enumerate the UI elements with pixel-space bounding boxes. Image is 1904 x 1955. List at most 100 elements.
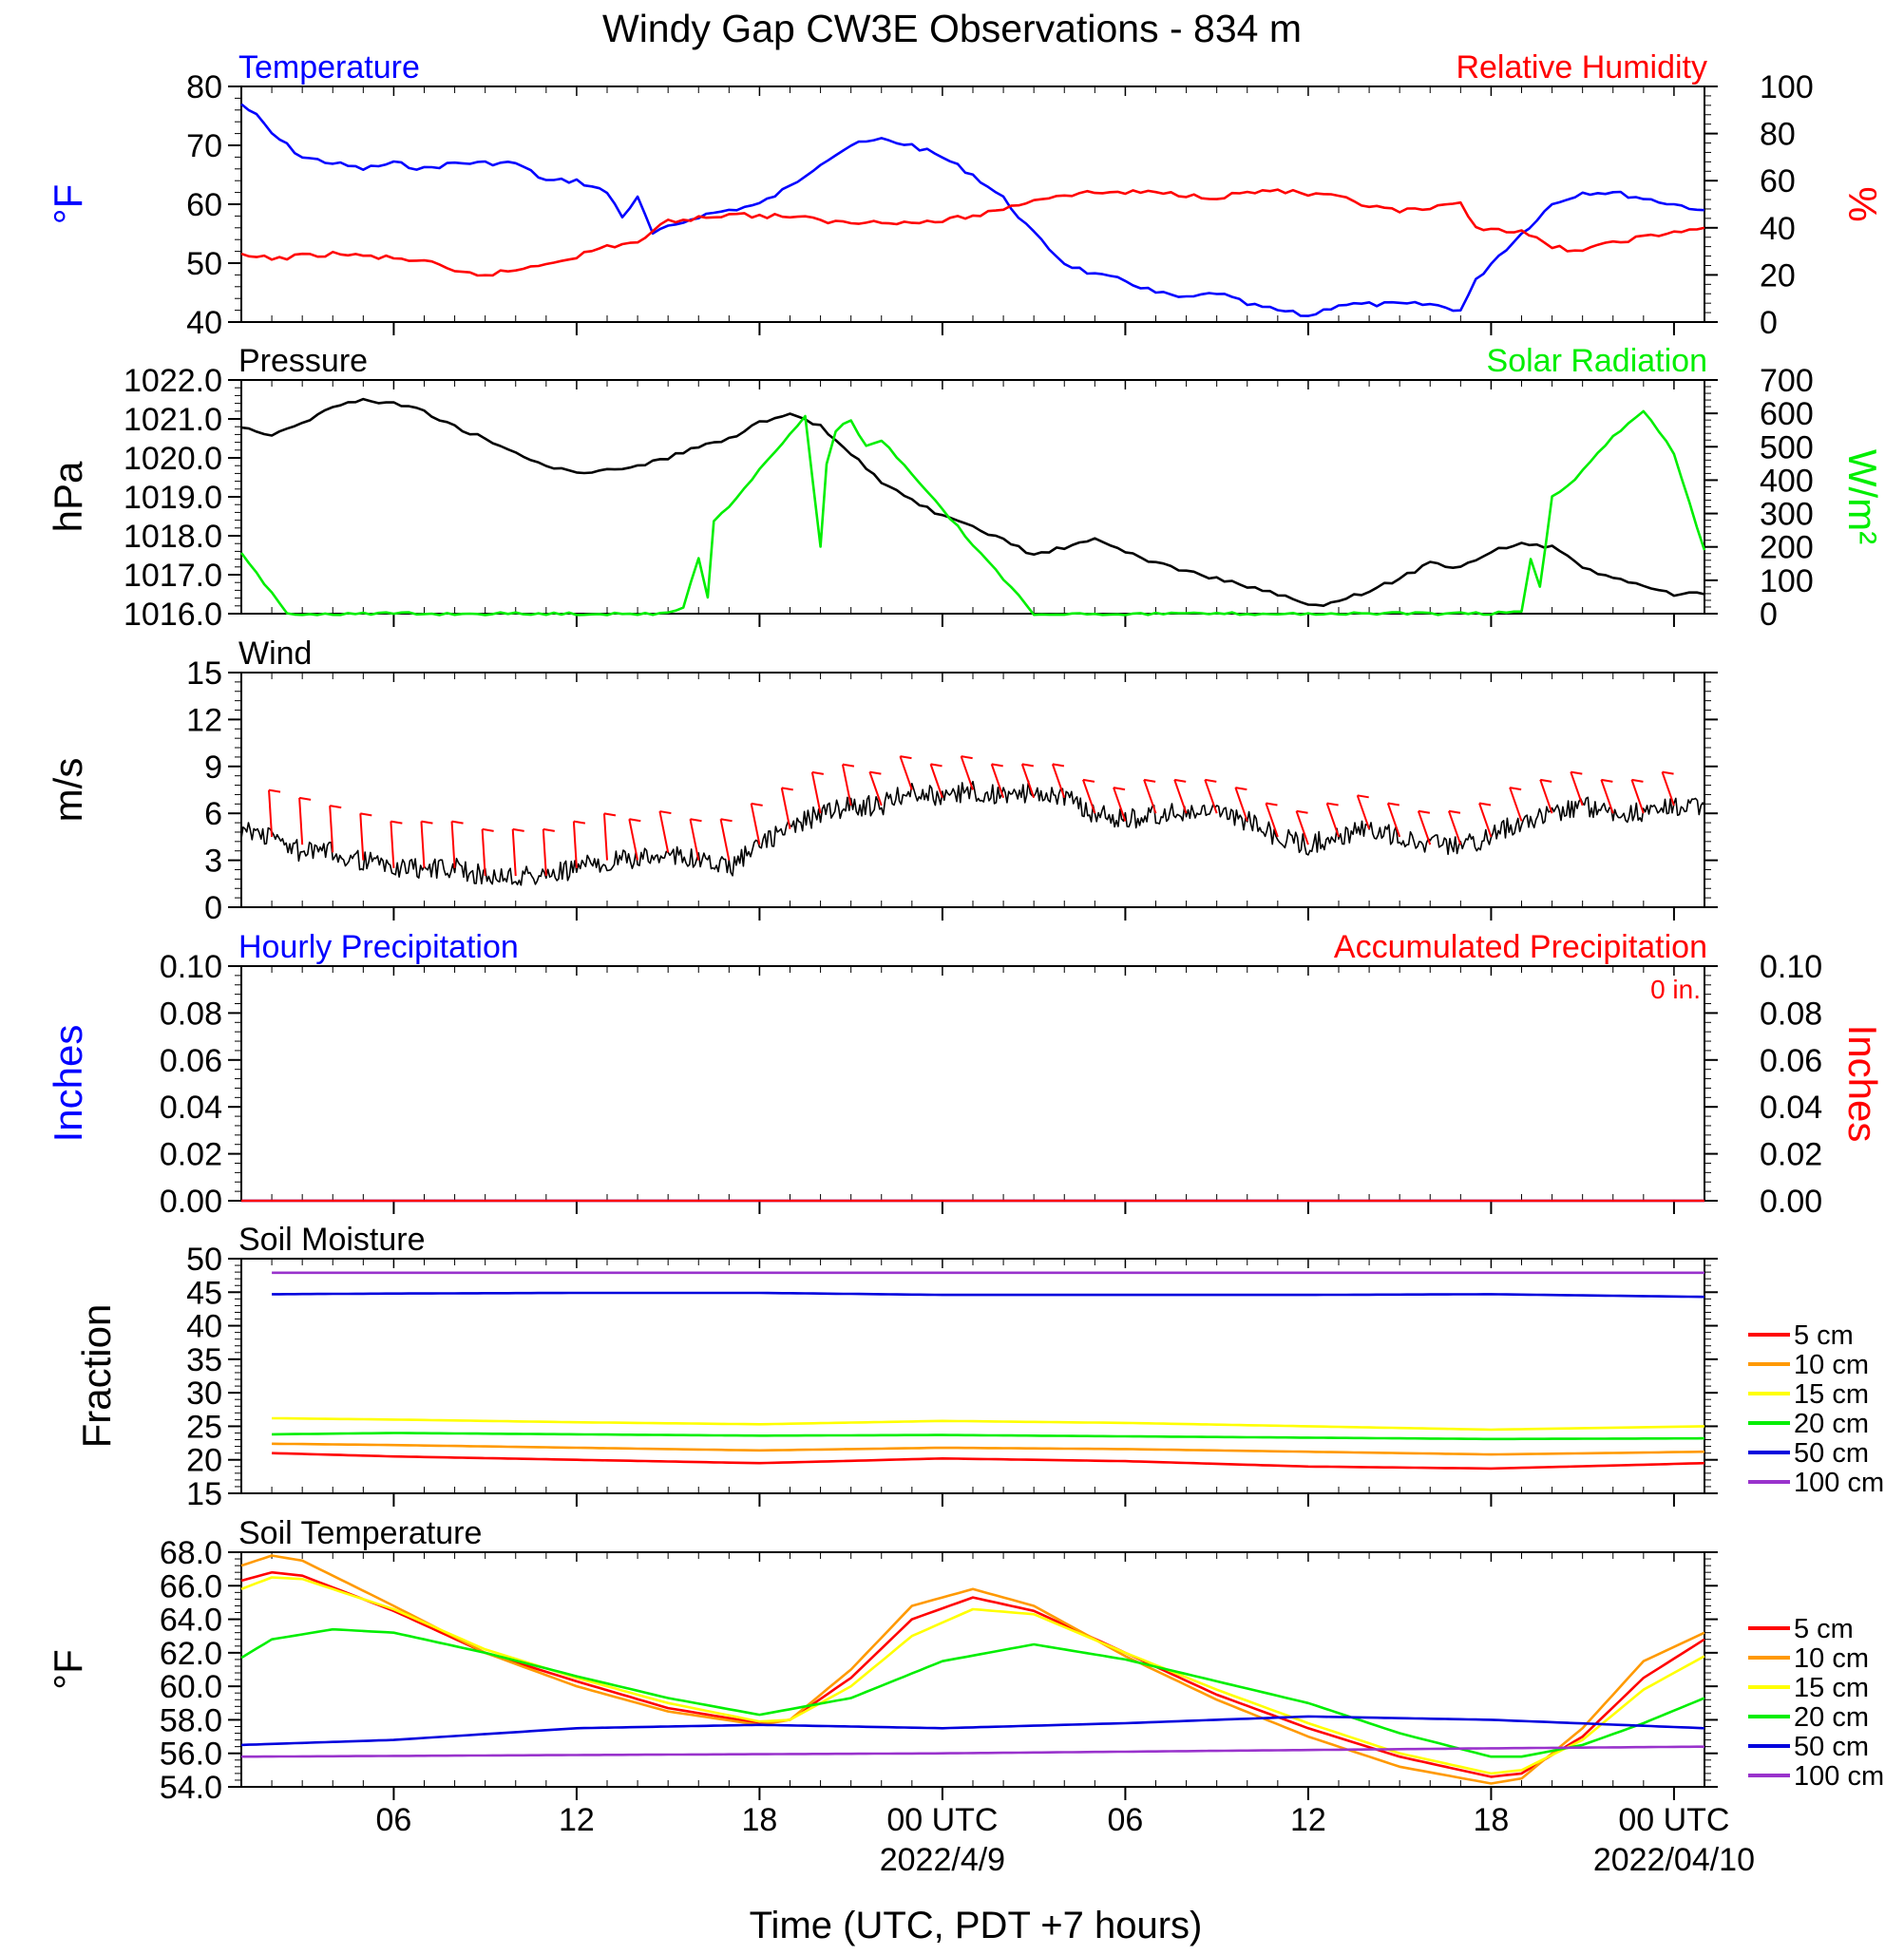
wind-barb — [810, 770, 824, 814]
wind-barb — [1417, 809, 1432, 845]
y-left-tick-label: 68.0 — [160, 1535, 222, 1571]
y-right-tick-label: 40 — [1760, 211, 1796, 247]
wind-barb-staff — [841, 764, 852, 807]
y-label-left: hPa — [46, 461, 90, 532]
panel-frame — [240, 965, 1705, 1202]
wind-barb — [1082, 778, 1096, 814]
panel-title-right: Solar Radiation — [1487, 343, 1707, 379]
wind-barb-staff — [719, 819, 731, 861]
wind-barb — [1478, 802, 1493, 838]
wind-barb-flag — [811, 770, 824, 775]
panel-soil_temp: 54.056.058.060.062.064.066.068.0 Soil Tem… — [46, 1515, 1884, 1806]
wind-barb-flag — [1571, 770, 1583, 775]
wind-barb — [1020, 763, 1036, 799]
x-tick-label: 18 — [1474, 1802, 1510, 1838]
wind-barb-flag — [330, 805, 342, 809]
wind-barb-staff — [960, 755, 974, 790]
y-right-tick-label: 0.10 — [1760, 949, 1822, 985]
wind-barb-flag — [991, 763, 1003, 768]
wind-barb — [390, 820, 403, 868]
y-label-right: W/m² — [1840, 449, 1885, 544]
wind-barb-flag — [1509, 787, 1522, 791]
y-left-tick-label: 56.0 — [160, 1737, 222, 1773]
y-right-tick-label: 500 — [1760, 429, 1814, 465]
series-line-20-cm — [240, 1627, 1705, 1758]
y-label-left: °F — [46, 1649, 90, 1689]
panel-title-left: Soil Temperature — [238, 1515, 482, 1551]
wind-barb — [1143, 778, 1157, 814]
panel-annotation: 0 in. — [1650, 975, 1701, 1004]
wind-barb-flag — [1631, 778, 1644, 783]
wind-barb-flag — [573, 820, 586, 825]
wind-barb-staff — [420, 821, 426, 868]
wind-barb-flag — [1662, 770, 1674, 775]
wind-barb-staff — [481, 828, 486, 877]
y-right-tick-label: 0.06 — [1760, 1043, 1822, 1079]
y-right-tick-label: 0.04 — [1760, 1090, 1822, 1126]
wind-barb-staff — [1417, 810, 1432, 845]
panel-title-right: Accumulated Precipitation — [1334, 929, 1707, 965]
wind-barb-flag — [690, 818, 702, 823]
series-line-10-cm — [272, 1442, 1705, 1456]
panel-precip: 0.00 0.02 0.04 0.06 0.08 0.10 0.00 0.02 0.04 0.06… — [46, 929, 1885, 1220]
series-line-50-cm — [272, 1291, 1705, 1299]
wind-barb — [420, 820, 433, 868]
y-left-tick-label: 1022.0 — [124, 363, 222, 399]
wind-barb-flag — [781, 787, 793, 791]
y-left-tick-label: 1021.0 — [124, 402, 222, 438]
y-left-tick-label: 30 — [186, 1376, 222, 1412]
y-right-tick-label: 0 — [1760, 597, 1778, 633]
wind-barb-staff — [1082, 779, 1096, 814]
wind-barb-flag — [390, 820, 403, 825]
wind-barb-staff — [1295, 810, 1309, 845]
y-left-tick-label: 62.0 — [160, 1636, 222, 1672]
wind-barb-flag — [603, 812, 617, 817]
wind-barb-flag — [842, 763, 855, 768]
legend-label: 15 cm — [1794, 1673, 1869, 1703]
series-line-relative-humidity — [240, 188, 1705, 277]
legend-label: 5 cm — [1794, 1614, 1854, 1644]
wind-barb — [780, 787, 793, 829]
panel-temp_rh: 40 50 60 70 80 0 20 40 60 80 100 Temperature Relativ… — [46, 49, 1885, 341]
wind-barb — [1386, 802, 1401, 838]
x-tick-date: 2022/04/10 — [1593, 1842, 1755, 1878]
y-left-tick-label: 12 — [186, 702, 222, 738]
y-right-tick-label: 300 — [1760, 497, 1814, 533]
wind-barb-staff — [1173, 779, 1188, 814]
wind-barb — [572, 820, 586, 868]
wind-barb-flag — [629, 818, 641, 823]
y-right-tick-label: 80 — [1760, 117, 1796, 153]
x-tick-label: 12 — [559, 1802, 595, 1838]
wind-barb — [329, 805, 342, 853]
legend-label: 15 cm — [1794, 1379, 1869, 1410]
panel-title-right: Relative Humidity — [1456, 49, 1707, 85]
wind-barb-flag — [1143, 778, 1156, 783]
y-right-tick-label: 0.00 — [1760, 1184, 1822, 1220]
y-left-tick-label: 1020.0 — [124, 441, 222, 477]
legend-label: 5 cm — [1794, 1320, 1854, 1351]
y-right-tick-label: 60 — [1760, 163, 1796, 199]
series-line-solar-radiation — [239, 409, 1706, 617]
y-left-tick-label: 0 — [204, 890, 222, 926]
wind-barb — [1630, 778, 1645, 814]
wind-barb-flag — [1082, 778, 1095, 783]
y-left-tick-label: 15 — [186, 1476, 222, 1512]
wind-barb — [719, 818, 733, 861]
wind-barb — [602, 812, 617, 861]
legend-label: 50 cm — [1794, 1732, 1869, 1762]
x-tick-date: 2022/4/9 — [880, 1842, 1005, 1878]
wind-barb-staff — [1325, 803, 1340, 838]
x-axis-label: Time (UTC, PDT +7 hours) — [750, 1905, 1203, 1946]
wind-barb — [1051, 763, 1066, 799]
wind-barb-staff — [298, 797, 304, 845]
wind-barb — [298, 796, 312, 845]
wind-barb-staff — [750, 803, 761, 845]
wind-barb — [1325, 802, 1340, 838]
y-left-tick-label: 1019.0 — [124, 480, 222, 516]
wind-barb-flag — [1387, 802, 1399, 807]
wind-barb-flag — [421, 820, 433, 825]
wind-barb-staff — [899, 755, 913, 790]
y-left-tick-label: 0.00 — [160, 1184, 222, 1220]
y-left-tick-label: 1018.0 — [124, 519, 222, 555]
